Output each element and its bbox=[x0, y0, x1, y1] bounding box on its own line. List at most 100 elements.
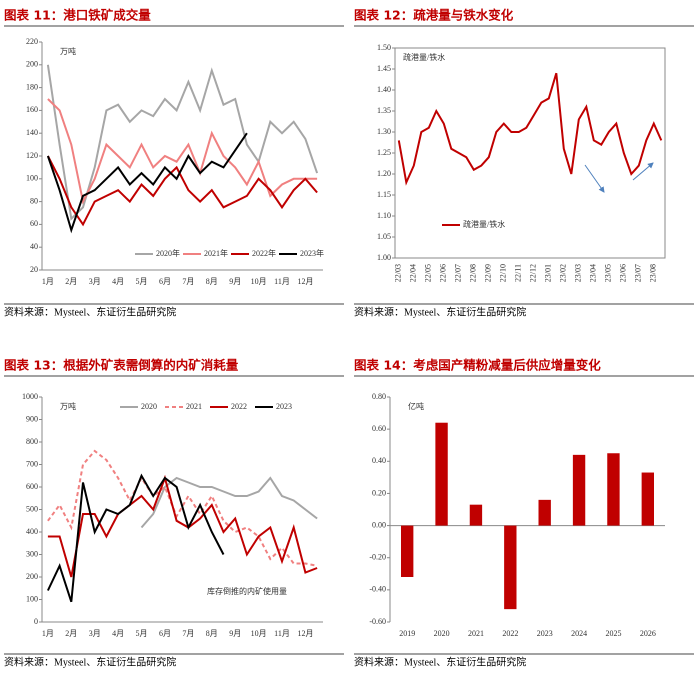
series-line bbox=[46, 473, 225, 603]
x-tick-label: 2022 bbox=[502, 629, 518, 638]
x-tick-label: 2026 bbox=[640, 629, 656, 638]
x-tick-label: 22/08 bbox=[469, 264, 478, 282]
bar bbox=[641, 472, 654, 526]
x-tick-label: 2025 bbox=[605, 629, 621, 638]
chart-title: 图表 12：疏港量与铁水变化 bbox=[354, 8, 514, 23]
x-tick-label: 22/07 bbox=[454, 264, 463, 282]
y-tick-label: 1.00 bbox=[377, 253, 391, 262]
x-tick-label: 2020 bbox=[434, 629, 450, 638]
bar bbox=[538, 499, 551, 526]
y-tick-label: 120 bbox=[26, 151, 38, 160]
y-tick-label: 200 bbox=[26, 572, 38, 581]
y-tick-label: 1.10 bbox=[377, 211, 391, 220]
legend-label: 2023 bbox=[276, 402, 292, 411]
x-tick-label: 23/07 bbox=[634, 264, 643, 282]
y-tick-label: 500 bbox=[26, 504, 38, 513]
y-tick-label: 1.50 bbox=[377, 43, 391, 52]
y-tick-label: 40 bbox=[30, 242, 38, 251]
y-tick-label: 1.35 bbox=[377, 106, 391, 115]
legend-label: 2020年 bbox=[156, 248, 180, 258]
y-tick-label: -0.60 bbox=[369, 617, 386, 626]
x-tick-label: 12月 bbox=[297, 277, 313, 286]
x-tick-label: 8月 bbox=[206, 629, 218, 638]
x-tick-label: 23/02 bbox=[559, 264, 568, 282]
y-tick-label: 100 bbox=[26, 594, 38, 603]
x-tick-label: 12月 bbox=[297, 629, 313, 638]
unit-label: 万吨 bbox=[60, 401, 76, 411]
chart-title: 图表 14：考虑国产精粉减量后供应增量变化 bbox=[354, 358, 601, 373]
unit-label: 疏港量/铁水 bbox=[403, 52, 445, 62]
y-tick-label: 1000 bbox=[22, 392, 38, 401]
y-tick-label: -0.40 bbox=[369, 585, 386, 594]
x-tick-label: 22/03 bbox=[394, 264, 403, 282]
trend-arrow bbox=[632, 162, 654, 181]
x-tick-label: 7月 bbox=[182, 277, 194, 286]
x-tick-label: 10月 bbox=[251, 629, 267, 638]
x-tick-label: 1月 bbox=[42, 629, 54, 638]
x-tick-label: 8月 bbox=[206, 277, 218, 286]
y-tick-label: 100 bbox=[26, 174, 38, 183]
x-tick-label: 11月 bbox=[274, 277, 290, 286]
x-tick-label: 2月 bbox=[65, 629, 77, 638]
x-tick-label: 6月 bbox=[159, 629, 171, 638]
y-tick-label: 60 bbox=[30, 219, 38, 228]
x-tick-label: 22/06 bbox=[439, 264, 448, 282]
source: 资料来源：Mysteel、东证衍生品研究院 bbox=[354, 655, 526, 668]
bar bbox=[469, 504, 483, 526]
series-line bbox=[397, 72, 663, 186]
x-tick-label: 4月 bbox=[112, 629, 124, 638]
x-tick-label: 9月 bbox=[229, 277, 241, 286]
legend-label: 2020 bbox=[141, 402, 157, 411]
y-tick-label: 140 bbox=[26, 128, 38, 137]
x-tick-label: 22/09 bbox=[484, 264, 493, 282]
x-tick-label: 23/01 bbox=[544, 264, 553, 282]
x-tick-label: 7月 bbox=[182, 629, 194, 638]
x-tick-label: 23/06 bbox=[619, 264, 628, 282]
x-tick-label: 2021 bbox=[468, 629, 484, 638]
unit-label: 亿吨 bbox=[408, 401, 424, 411]
x-tick-label: 1月 bbox=[42, 277, 54, 286]
x-tick-label: 10月 bbox=[251, 277, 267, 286]
legend-label: 疏港量/铁水 bbox=[463, 219, 505, 229]
legend-label: 2021年 bbox=[204, 248, 228, 258]
x-tick-label: 22/05 bbox=[424, 264, 433, 282]
y-tick-label: 700 bbox=[26, 459, 38, 468]
y-tick-label: 220 bbox=[26, 37, 38, 46]
legend-label: 2021 bbox=[186, 402, 202, 411]
y-tick-label: 160 bbox=[26, 105, 38, 114]
x-tick-label: 6月 bbox=[159, 277, 171, 286]
series-line bbox=[47, 474, 318, 578]
y-tick-label: 200 bbox=[26, 60, 38, 69]
series-line bbox=[46, 132, 248, 234]
bar bbox=[401, 525, 414, 577]
y-tick-label: 0.60 bbox=[372, 424, 386, 433]
source: 资料来源：Mysteel、东证衍生品研究院 bbox=[354, 305, 526, 318]
x-tick-label: 2019 bbox=[399, 629, 415, 638]
y-tick-label: 1.20 bbox=[377, 169, 391, 178]
y-tick-label: 1.05 bbox=[377, 232, 391, 241]
y-tick-label: 1.45 bbox=[377, 64, 391, 73]
y-tick-label: 800 bbox=[26, 437, 38, 446]
y-tick-label: 1.25 bbox=[377, 148, 391, 157]
y-tick-label: 1.40 bbox=[377, 85, 391, 94]
source: 资料来源：Mysteel、东证衍生品研究院 bbox=[4, 655, 176, 668]
y-tick-label: 400 bbox=[26, 527, 38, 536]
x-tick-label: 23/08 bbox=[649, 264, 658, 282]
y-tick-label: 0 bbox=[34, 617, 38, 626]
bar bbox=[572, 454, 586, 526]
y-tick-label: 180 bbox=[26, 82, 38, 91]
y-tick-label: 20 bbox=[30, 265, 38, 274]
series-line bbox=[47, 155, 318, 227]
chart-title: 图表 11：港口铁矿成交量 bbox=[4, 8, 151, 23]
x-tick-label: 23/05 bbox=[604, 264, 613, 282]
x-tick-label: 2024 bbox=[571, 629, 587, 638]
y-tick-label: 300 bbox=[26, 549, 38, 558]
y-tick-label: 0.00 bbox=[372, 520, 386, 529]
y-tick-label: 1.15 bbox=[377, 190, 391, 199]
x-tick-label: 2月 bbox=[65, 277, 77, 286]
x-tick-label: 22/12 bbox=[529, 264, 538, 282]
y-tick-label: 80 bbox=[30, 196, 38, 205]
legend-label: 2022 bbox=[231, 402, 247, 411]
unit-label: 万吨 bbox=[60, 46, 76, 56]
